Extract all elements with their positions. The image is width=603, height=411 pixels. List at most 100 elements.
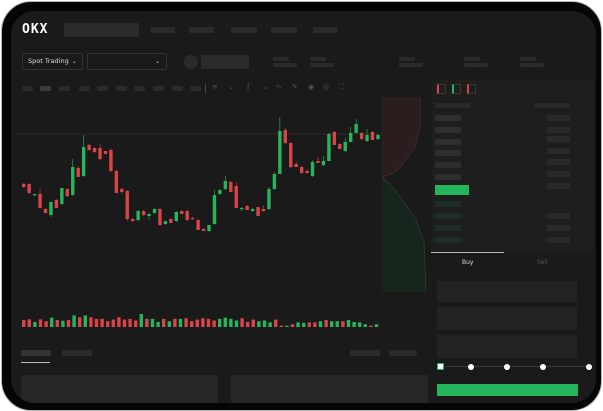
candle-body (305, 171, 309, 173)
candle-body (359, 133, 364, 139)
trading-mode-dropdown[interactable]: Spot Trading ⌄ (22, 53, 83, 70)
filter-button[interactable] (389, 350, 417, 356)
nav-item[interactable] (313, 27, 338, 33)
active-tab-underline (431, 252, 504, 253)
candle-body (103, 151, 108, 154)
candle-body (152, 209, 157, 213)
ask-price[interactable] (435, 139, 461, 145)
volume-bar (156, 321, 160, 327)
volume-bar (38, 319, 43, 327)
bid-price[interactable] (435, 201, 461, 207)
ask-price[interactable] (435, 115, 461, 121)
slider-track[interactable] (443, 366, 589, 367)
interval-button[interactable] (172, 86, 183, 91)
ask-amount (547, 159, 570, 165)
settings-icon[interactable]: ◎ (323, 83, 330, 91)
candle-type-icon[interactable]: ≋ (212, 83, 218, 91)
volume-bar (111, 319, 115, 327)
total-input[interactable] (437, 335, 577, 358)
buy-button[interactable] (437, 384, 578, 396)
candle-body (120, 189, 124, 192)
slider-step[interactable] (586, 364, 592, 370)
volume-bar (27, 319, 31, 327)
bid-price[interactable] (435, 213, 461, 219)
pair-dropdown[interactable]: ⌄ (87, 53, 167, 70)
candle-body (365, 135, 369, 141)
candle-body (283, 130, 287, 143)
volume-bar (66, 320, 71, 327)
interval-button[interactable] (153, 86, 164, 91)
ruler-icon[interactable]: ✎ (292, 83, 298, 91)
nav-item[interactable] (271, 27, 297, 33)
ask-price[interactable] (435, 162, 461, 168)
ask-amount (547, 136, 570, 142)
volume-bar (94, 318, 99, 327)
volume-bar (296, 322, 300, 327)
bid-price[interactable] (435, 225, 461, 231)
fullscreen-icon[interactable]: ⛶ (339, 83, 344, 91)
bid-price[interactable] (435, 237, 461, 243)
nav-item[interactable] (231, 27, 257, 33)
ask-price[interactable] (435, 150, 461, 156)
slider-step[interactable] (468, 364, 474, 370)
search-placeholder[interactable] (64, 23, 139, 37)
candle-body (169, 219, 173, 223)
nav-item[interactable] (189, 27, 214, 33)
candle-body (250, 209, 255, 211)
interval-button[interactable] (59, 86, 70, 91)
tab-open-orders[interactable] (21, 350, 51, 356)
slider-step[interactable] (504, 364, 510, 370)
volume-bar (122, 319, 127, 327)
amount-input[interactable] (437, 307, 577, 330)
candle-body (163, 221, 168, 224)
volume-bar (229, 318, 233, 327)
volume-bar (178, 318, 183, 327)
tab-sell[interactable]: Sell (537, 259, 548, 266)
candle-body (289, 143, 293, 167)
camera-icon[interactable]: ◉ (308, 83, 315, 91)
volume-bar (369, 325, 373, 327)
orderbook-bids-icon[interactable] (452, 84, 461, 94)
volume-bar (234, 320, 239, 327)
interval-button[interactable] (97, 86, 108, 91)
slider-step[interactable] (540, 364, 546, 370)
slider-handle[interactable] (437, 363, 444, 370)
tab-order-history[interactable] (62, 350, 92, 356)
interval-button[interactable] (116, 86, 127, 91)
candle-body (343, 142, 347, 151)
ask-price[interactable] (435, 127, 461, 133)
price-input[interactable] (437, 281, 577, 302)
candle-body (196, 220, 200, 230)
volume-bar (89, 317, 93, 327)
okx-logo[interactable]: OKX (22, 22, 49, 37)
orderbook-both-icon[interactable] (437, 84, 446, 94)
chevron-down-icon[interactable]: ⌄ (228, 83, 234, 91)
ask-price[interactable] (435, 174, 461, 180)
volume-bar (374, 324, 379, 327)
interval-button[interactable] (22, 86, 33, 91)
line-tool-icon[interactable]: ∿ (276, 83, 282, 91)
candlestick-chart[interactable] (17, 97, 383, 337)
volume-bar (324, 320, 328, 327)
filter-button[interactable] (350, 350, 380, 356)
candle-body (218, 190, 222, 194)
volume-bar (72, 315, 76, 327)
interval-button[interactable] (79, 86, 90, 91)
interval-button[interactable] (190, 86, 201, 91)
candle-body (180, 211, 184, 214)
chevron-down-icon[interactable]: ⌄ (263, 83, 269, 91)
tab-buy[interactable]: Buy (462, 259, 474, 266)
candle-body (43, 209, 48, 213)
interval-button-active[interactable] (40, 86, 51, 91)
candle-body (131, 219, 135, 221)
candle-body (174, 212, 178, 221)
candle-body (223, 181, 228, 189)
candle-body (299, 167, 304, 173)
interval-button[interactable] (134, 86, 145, 91)
orderbook-asks-icon[interactable] (467, 84, 476, 94)
indicator-icon[interactable]: ƒ (247, 83, 250, 91)
nav-item[interactable] (150, 27, 175, 33)
volume-bar (318, 321, 323, 327)
bottom-panel-right (231, 375, 428, 403)
